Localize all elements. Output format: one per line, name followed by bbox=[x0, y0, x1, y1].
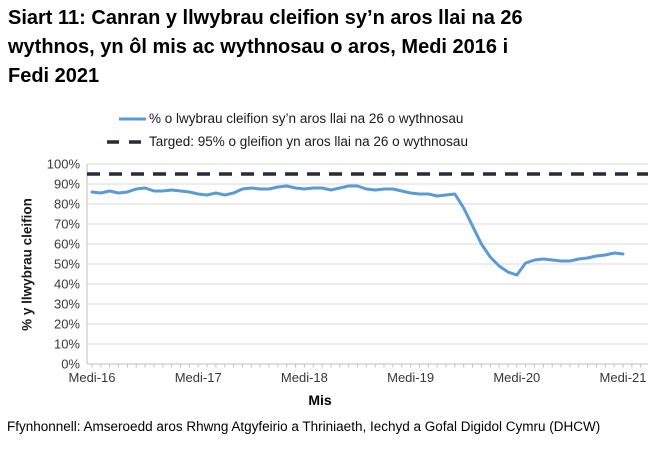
x-tick-label: Medi-20 bbox=[493, 370, 540, 385]
plot-area: 0% 10% 20% 30% 40% 50% 60% 70% 80% 90% 100% Medi-16… bbox=[47, 158, 648, 408]
legend-item-target: Targed: 95% o gleifion yn aros llai na 2… bbox=[106, 131, 468, 152]
x-tick-label: Medi-18 bbox=[281, 370, 328, 385]
chart-title-line-3: Fedi 2021 bbox=[8, 65, 100, 87]
legend-label-target: Targed: 95% o gleifion yn aros llai na 2… bbox=[149, 134, 468, 149]
x-tick-label: Medi-19 bbox=[387, 370, 434, 385]
y-tick-label: 70% bbox=[54, 217, 80, 232]
y-tick-label: 10% bbox=[54, 337, 80, 352]
legend-label-series: % o lwybrau cleifion sy’n aros llai na 2… bbox=[149, 111, 464, 126]
y-tick-label: 50% bbox=[54, 257, 80, 272]
x-axis-title: Mis bbox=[308, 392, 332, 408]
y-tick-label: 90% bbox=[54, 177, 80, 192]
source-note: Ffynhonnell: Amseroedd aros Rhwng Atgyfe… bbox=[7, 419, 601, 434]
dashed-line-swatch-icon bbox=[107, 139, 146, 144]
chart-title-line-1: Siart 11: Canran y llwybrau cleifion sy’… bbox=[8, 7, 523, 29]
chart-title: Siart 11: Canran y llwybrau cleifion sy’… bbox=[8, 4, 648, 91]
x-tick-label: Medi-17 bbox=[175, 370, 222, 385]
y-tick-label: 80% bbox=[54, 197, 80, 212]
series-line bbox=[90, 184, 625, 277]
x-tick-label: Medi-21 bbox=[600, 370, 647, 385]
x-tick-label: Medi-16 bbox=[69, 370, 116, 385]
y-tick-label: 30% bbox=[54, 297, 80, 312]
chart-title-line-2: wythnos, yn ôl mis ac wythnosau o aros, … bbox=[8, 36, 509, 58]
y-tick-label: 40% bbox=[54, 277, 80, 292]
y-tick-label: 60% bbox=[54, 237, 80, 252]
y-tick-label: 20% bbox=[54, 317, 80, 332]
solid-line-swatch-icon bbox=[119, 117, 146, 120]
legend-item-series: % o lwybrau cleifion sy’n aros llai na 2… bbox=[106, 108, 468, 129]
y-tick-label: 0% bbox=[61, 357, 80, 372]
legend: % o lwybrau cleifion sy’n aros llai na 2… bbox=[106, 108, 468, 154]
y-tick-label: 100% bbox=[47, 158, 81, 172]
